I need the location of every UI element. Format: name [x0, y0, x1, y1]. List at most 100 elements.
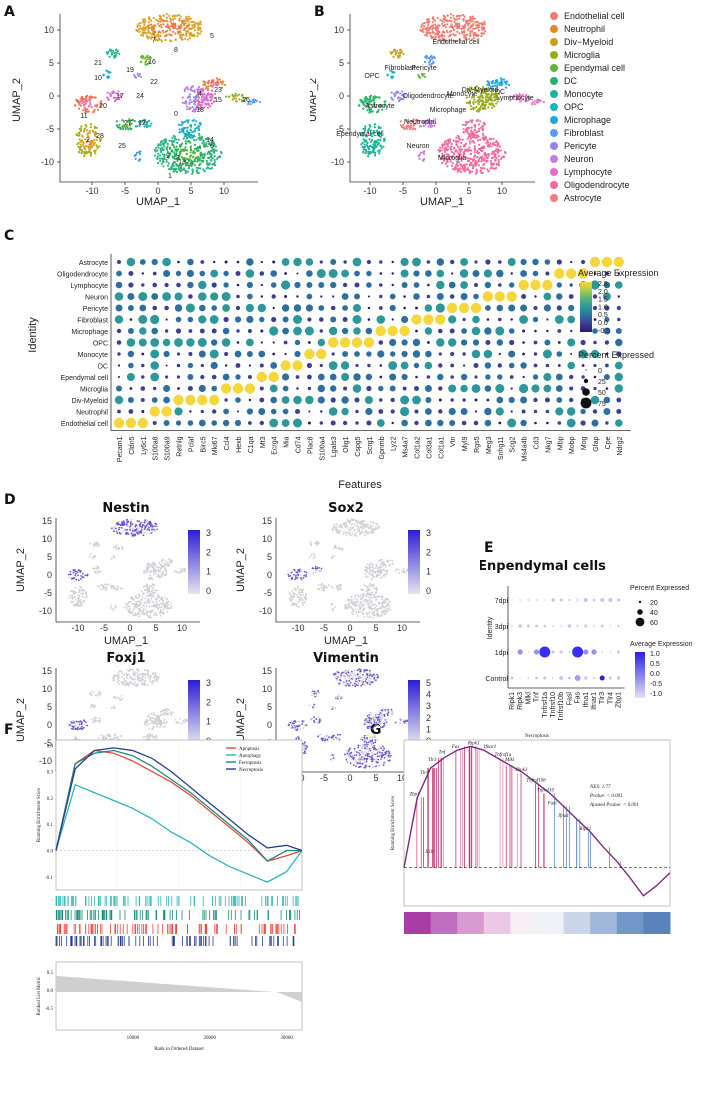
dot: [366, 351, 372, 357]
feature-point: [354, 608, 357, 610]
umap-point: [166, 145, 169, 148]
umap-point: [491, 85, 494, 88]
feature-point: [121, 587, 123, 590]
feature-point: [296, 605, 299, 608]
feature-point: [160, 603, 163, 606]
umap-point: [481, 94, 484, 97]
umap-point: [184, 102, 188, 105]
dot: [400, 406, 410, 417]
feature-point: [92, 555, 95, 557]
feature-point: [381, 569, 383, 572]
dot: [187, 258, 194, 266]
dot: [518, 279, 529, 291]
feature-point: [141, 599, 143, 601]
umap-point: [206, 93, 209, 96]
umap-point: [397, 52, 400, 55]
feature-point: [125, 533, 127, 535]
umap-point: [486, 168, 489, 171]
umap-point: [386, 73, 389, 76]
dot: [486, 318, 490, 321]
feature-point: [144, 525, 147, 528]
umap-point: [157, 22, 160, 25]
umap-point: [174, 32, 177, 35]
feature-point: [138, 524, 141, 526]
umap-point: [497, 155, 500, 158]
dot: [391, 318, 394, 321]
umap-point: [197, 29, 200, 32]
umap-point: [367, 103, 370, 106]
feature-point: [80, 578, 83, 581]
dot: [306, 270, 313, 277]
feature-point: [130, 532, 133, 535]
umap-point: [429, 58, 432, 61]
umap-point: [99, 103, 102, 106]
umap-point: [432, 60, 435, 63]
feature-point: [342, 523, 345, 526]
umap-point: [100, 100, 103, 103]
umap-point: [99, 138, 102, 141]
umap-point: [232, 97, 235, 100]
umap-point: [382, 145, 385, 148]
dot: [352, 384, 362, 393]
feature-point: [156, 608, 159, 611]
feature-point: [304, 596, 307, 598]
umap-point: [175, 170, 179, 174]
umap-point: [203, 106, 206, 109]
feature-point: [321, 583, 324, 585]
dot: [284, 352, 287, 356]
umap-point: [183, 89, 186, 93]
dot: [534, 295, 537, 298]
feature-point: [362, 532, 364, 534]
umap-point: [482, 28, 486, 31]
umap-point: [182, 22, 185, 25]
umap-point: [186, 20, 189, 23]
umap-point: [135, 125, 138, 128]
umap-point: [477, 123, 480, 126]
feature-point: [77, 579, 80, 582]
umap-point: [147, 28, 150, 31]
umap-point: [145, 123, 148, 127]
feature-point: [183, 570, 186, 573]
umap-point: [191, 136, 194, 139]
dot: [223, 316, 229, 323]
legend-swatch: [550, 38, 558, 46]
feature-point: [148, 605, 151, 608]
umap-point: [431, 28, 434, 31]
umap-point: [89, 103, 92, 106]
dot: [482, 291, 494, 302]
dot: [209, 394, 220, 406]
umap-point: [156, 39, 159, 42]
dot: [330, 281, 337, 289]
feature-point: [132, 614, 135, 616]
dot: [222, 419, 230, 427]
umap-point: [422, 152, 426, 155]
umap-point: [80, 148, 83, 152]
feature-point: [129, 600, 132, 603]
feature-tick: 0: [206, 586, 211, 596]
dot: [282, 373, 290, 381]
dot: [427, 341, 430, 344]
umap-point: [211, 140, 214, 144]
umap-point: [87, 135, 90, 138]
umap-point: [368, 108, 371, 111]
cluster-label-15: 15: [214, 97, 222, 104]
umap-point: [165, 13, 168, 16]
feature-point: [156, 602, 158, 605]
umap-point: [488, 87, 491, 90]
umap-point: [193, 164, 197, 167]
feature-point: [335, 523, 338, 526]
feature-point: [162, 611, 165, 614]
umap-point: [173, 137, 177, 140]
umap-point: [157, 20, 160, 23]
umap-point: [473, 128, 476, 131]
feature-point: [115, 530, 118, 533]
dot: [510, 410, 513, 413]
feature-point: [68, 596, 70, 599]
dot: [378, 385, 384, 392]
umap-point: [442, 157, 445, 160]
umap-point: [466, 137, 469, 140]
umap-point: [138, 159, 141, 162]
umap-point: [450, 164, 454, 167]
umap-point: [168, 147, 171, 150]
dot: [200, 363, 204, 368]
